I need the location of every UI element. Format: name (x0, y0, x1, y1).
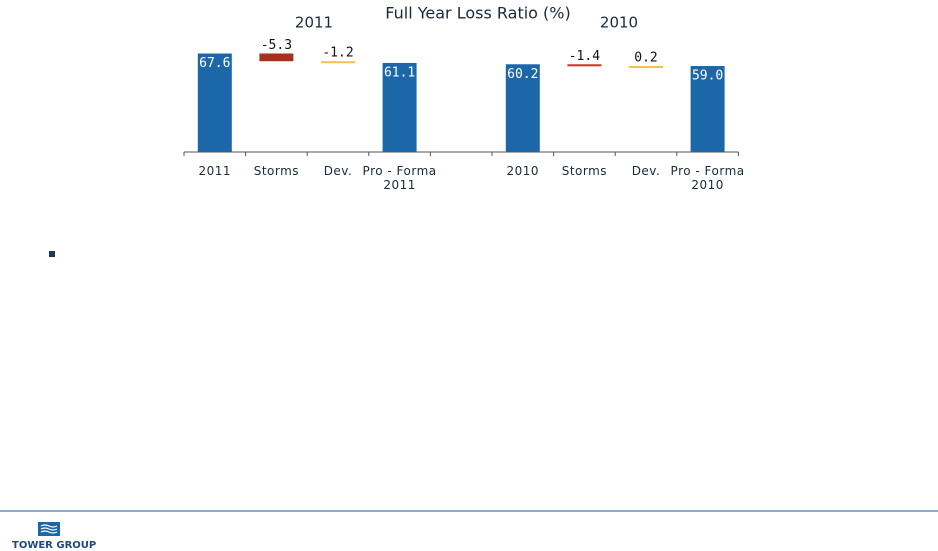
bar (197, 53, 232, 152)
bar (629, 66, 663, 69)
data-label: 61.1 (384, 65, 415, 80)
x-tick-label: Pro - Forma 2010 (670, 164, 745, 192)
data-label: 0.2 (634, 51, 657, 66)
bar (505, 64, 540, 152)
x-tick-label: Dev. (631, 164, 661, 178)
group-label: 2011 (295, 14, 333, 32)
bar (567, 64, 602, 67)
x-tick-label: Storms (561, 164, 608, 178)
chart-title: Full Year Loss Ratio (%) (385, 4, 570, 23)
bar (690, 66, 725, 152)
logo-icon (38, 522, 60, 536)
data-label: -1.4 (569, 49, 600, 64)
x-tick-label: Dev. (323, 164, 353, 178)
logo-text: TOWER GROUP (12, 540, 96, 551)
bar (382, 62, 417, 153)
x-tick-label: 2010 (506, 164, 540, 178)
bullet (49, 251, 55, 257)
x-tick-label: Storms (253, 164, 300, 178)
data-label: -1.2 (322, 46, 353, 61)
group-label: 2010 (600, 14, 638, 32)
data-label: 60.2 (507, 67, 538, 82)
bar (321, 61, 355, 64)
x-tick-label: Pro - Forma 2011 (362, 164, 437, 192)
data-label: 67.6 (199, 56, 230, 71)
data-label: -5.3 (261, 38, 292, 53)
data-label: 59.0 (692, 69, 723, 84)
x-tick-label: 2011 (198, 164, 232, 178)
bar (259, 53, 294, 62)
